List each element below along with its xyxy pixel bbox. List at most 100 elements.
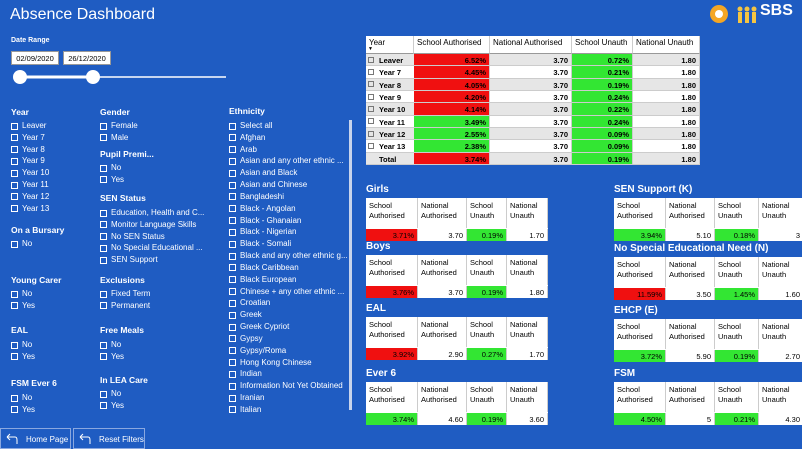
checkbox[interactable] bbox=[229, 134, 236, 142]
filter-option[interactable]: Arab bbox=[240, 144, 257, 154]
filter-option[interactable]: No bbox=[111, 340, 122, 349]
filter-option[interactable]: No bbox=[22, 393, 33, 402]
checkbox[interactable] bbox=[229, 169, 236, 177]
filter-option[interactable]: Black - Somali bbox=[240, 239, 292, 249]
filter-option[interactable]: Bangladeshi bbox=[240, 191, 285, 201]
checkbox[interactable] bbox=[229, 311, 236, 319]
filter-option[interactable]: Yes bbox=[22, 300, 36, 310]
filter-option[interactable]: Year 7 bbox=[22, 132, 45, 142]
home-button[interactable]: Home Page bbox=[0, 428, 71, 449]
filter-option[interactable]: Indian bbox=[240, 369, 262, 379]
filter-option[interactable]: Select all bbox=[240, 121, 273, 130]
expand-icon[interactable] bbox=[368, 68, 374, 75]
checkbox[interactable] bbox=[100, 244, 107, 252]
filter-option[interactable]: Afghan bbox=[240, 132, 266, 142]
checkbox[interactable] bbox=[11, 240, 18, 248]
filter-option[interactable]: Asian and any other ethnic ... bbox=[240, 156, 344, 166]
filter-option[interactable]: Education, Health and C... bbox=[111, 208, 205, 217]
scrollbar[interactable] bbox=[349, 120, 352, 410]
checkbox[interactable] bbox=[11, 290, 18, 298]
date-end[interactable]: 26/12/2020 bbox=[63, 51, 111, 65]
checkbox[interactable] bbox=[11, 146, 18, 154]
filter-option[interactable]: Year 13 bbox=[22, 203, 50, 213]
date-start[interactable]: 02/09/2020 bbox=[11, 51, 59, 65]
expand-icon[interactable] bbox=[368, 130, 374, 137]
expand-icon[interactable] bbox=[368, 105, 374, 112]
checkbox[interactable] bbox=[100, 164, 107, 172]
filter-option[interactable]: Female bbox=[111, 121, 138, 130]
checkbox[interactable] bbox=[229, 181, 236, 189]
filter-option[interactable]: Male bbox=[111, 132, 129, 142]
filter-option[interactable]: Black Caribbean bbox=[240, 262, 299, 272]
expand-icon[interactable] bbox=[368, 142, 374, 149]
expand-icon[interactable] bbox=[368, 56, 374, 63]
filter-option[interactable]: Leaver bbox=[22, 121, 47, 130]
checkbox[interactable] bbox=[229, 288, 236, 296]
filter-option[interactable]: No bbox=[22, 289, 33, 298]
checkbox[interactable] bbox=[229, 347, 236, 355]
filter-option[interactable]: Chinese + any other ethnic ... bbox=[240, 286, 345, 296]
filter-option[interactable]: Monitor Language Skills bbox=[111, 219, 197, 229]
filter-option[interactable]: Italian bbox=[240, 404, 262, 414]
expand-icon[interactable] bbox=[368, 81, 374, 88]
filter-option[interactable]: No bbox=[22, 239, 33, 248]
checkbox[interactable] bbox=[229, 299, 236, 307]
checkbox[interactable] bbox=[11, 205, 18, 213]
filter-option[interactable]: SEN Support bbox=[111, 255, 158, 265]
checkbox[interactable] bbox=[11, 406, 18, 414]
filter-option[interactable]: Asian and Chinese bbox=[240, 180, 308, 190]
checkbox[interactable] bbox=[100, 134, 107, 142]
filter-option[interactable]: Greek bbox=[240, 310, 262, 320]
checkbox[interactable] bbox=[100, 390, 107, 398]
filter-option[interactable]: Yes bbox=[111, 174, 125, 184]
checkbox[interactable] bbox=[100, 176, 107, 184]
checkbox[interactable] bbox=[11, 169, 18, 177]
checkbox[interactable] bbox=[229, 240, 236, 248]
date-slider[interactable] bbox=[10, 68, 230, 88]
filter-option[interactable]: Year 9 bbox=[22, 156, 45, 166]
filter-option[interactable]: No bbox=[111, 163, 122, 172]
checkbox[interactable] bbox=[229, 205, 236, 213]
checkbox[interactable] bbox=[229, 276, 236, 284]
checkbox[interactable] bbox=[11, 193, 18, 201]
checkbox[interactable] bbox=[11, 122, 18, 130]
checkbox[interactable] bbox=[100, 122, 107, 130]
checkbox[interactable] bbox=[100, 209, 107, 217]
checkbox[interactable] bbox=[11, 134, 18, 142]
filter-option[interactable]: Yes bbox=[22, 351, 36, 361]
checkbox[interactable] bbox=[229, 228, 236, 236]
checkbox[interactable] bbox=[11, 157, 18, 165]
checkbox[interactable] bbox=[11, 181, 18, 189]
filter-option[interactable]: No Special Educational ... bbox=[111, 243, 203, 253]
filter-option[interactable]: Greek Cypriot bbox=[240, 322, 290, 332]
checkbox[interactable] bbox=[11, 394, 18, 402]
reset-button[interactable]: Reset Filters bbox=[73, 428, 145, 449]
checkbox[interactable] bbox=[100, 302, 107, 310]
checkbox[interactable] bbox=[229, 122, 236, 130]
filter-option[interactable]: Yes bbox=[22, 404, 36, 414]
checkbox[interactable] bbox=[229, 323, 236, 331]
checkbox[interactable] bbox=[229, 252, 236, 260]
checkbox[interactable] bbox=[229, 370, 236, 378]
checkbox[interactable] bbox=[100, 290, 107, 298]
checkbox[interactable] bbox=[11, 341, 18, 349]
filter-option[interactable]: Black and any other ethnic g... bbox=[240, 251, 348, 261]
filter-option[interactable]: Asian and Black bbox=[240, 168, 298, 178]
filter-option[interactable]: Year 10 bbox=[22, 168, 50, 178]
checkbox[interactable] bbox=[100, 402, 107, 410]
checkbox[interactable] bbox=[11, 353, 18, 361]
checkbox[interactable] bbox=[229, 217, 236, 225]
filter-option[interactable]: Black - Angolan bbox=[240, 203, 296, 213]
checkbox[interactable] bbox=[229, 146, 236, 154]
filter-option[interactable]: Gypsy bbox=[240, 333, 263, 343]
filter-option[interactable]: Iranian bbox=[240, 393, 265, 403]
expand-icon[interactable] bbox=[368, 93, 374, 100]
checkbox[interactable] bbox=[229, 406, 236, 414]
checkbox[interactable] bbox=[229, 157, 236, 165]
filter-option[interactable]: Year 11 bbox=[22, 180, 49, 190]
checkbox[interactable] bbox=[11, 302, 18, 310]
filter-option[interactable]: Information Not Yet Obtained bbox=[240, 381, 343, 391]
filter-option[interactable]: Gypsy/Roma bbox=[240, 345, 287, 355]
filter-option[interactable]: Year 8 bbox=[22, 144, 45, 154]
filter-option[interactable]: Yes bbox=[111, 400, 125, 410]
